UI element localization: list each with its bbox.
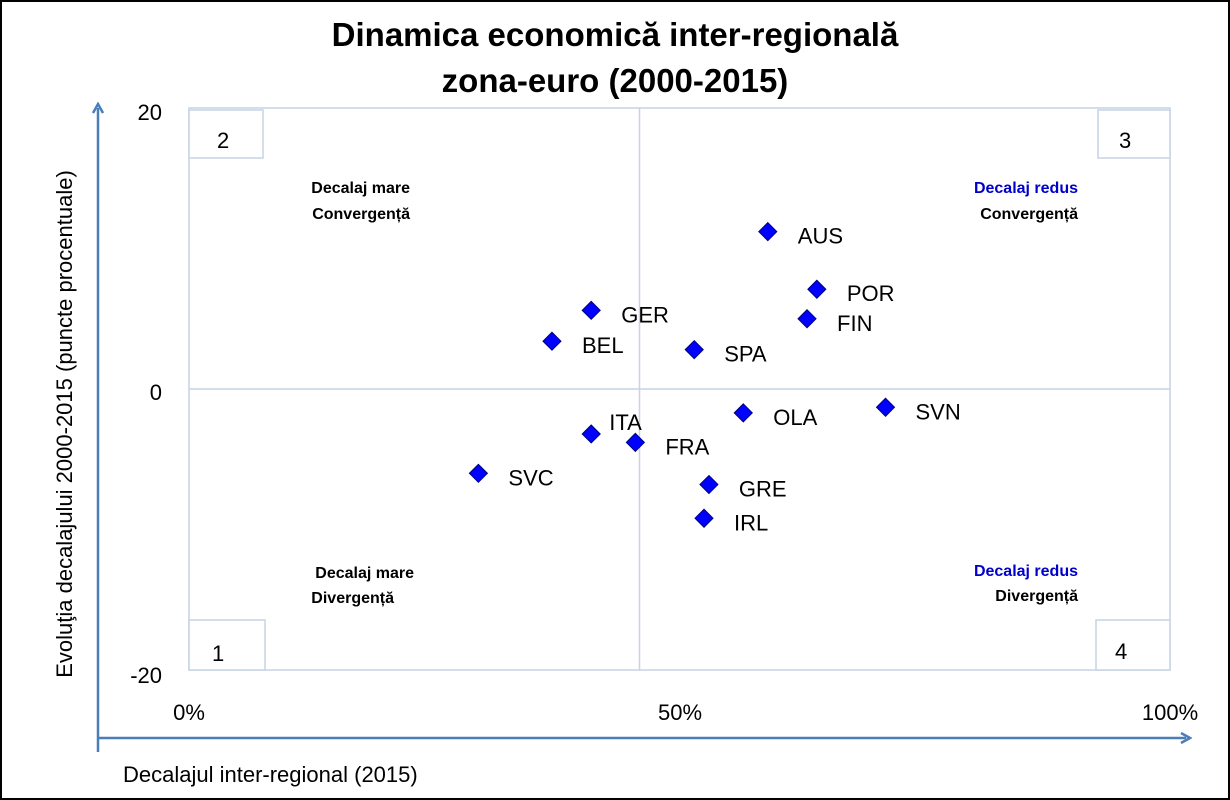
y-tick-label: 20 [138, 100, 162, 125]
point-label: POR [847, 281, 895, 306]
y-axis-title: Evoluţia decalajului 2000-2015 (puncte p… [52, 170, 77, 678]
quadrant-3-line-1: Decalaj redus [974, 180, 1078, 197]
x-tick-label: 50% [658, 700, 702, 725]
quadrant-3-box: 3 [1097, 109, 1171, 159]
quadrant-number: 3 [1119, 128, 1131, 153]
quadrant-number: 4 [1115, 639, 1127, 664]
chart-title-line-1: Dinamica economică inter-regională [332, 16, 899, 53]
quadrant-4-line-1: Decalaj redus [974, 563, 1078, 580]
chart-title-line-2: zona-euro (2000-2015) [442, 62, 789, 99]
data-point-fin [797, 309, 817, 329]
quadrant-1-line-2: Divergență [311, 590, 394, 607]
quadrant-2-line-2: Convergență [312, 206, 410, 223]
point-label: BEL [582, 333, 624, 358]
x-tick-label: 0% [173, 700, 205, 725]
point-label: FRA [665, 434, 709, 459]
data-point-ola [733, 403, 753, 423]
point-label: SPA [724, 342, 767, 367]
point-label: GER [621, 302, 669, 327]
data-point-aus [758, 221, 778, 242]
data-point-svc [468, 463, 489, 484]
quadrant-number: 2 [217, 128, 229, 153]
point-label: GRE [739, 477, 787, 502]
point-label: SVN [916, 399, 961, 424]
point-label: FIN [837, 311, 872, 336]
point-label: SVC [508, 465, 553, 490]
y-tick-label: 0 [150, 380, 162, 405]
point-label: IRL [734, 510, 768, 535]
quadrant-number: 1 [212, 641, 224, 666]
x-axis-title: Decalajul inter-regional (2015) [123, 762, 418, 787]
quadrant-2-box: 2 [188, 109, 264, 159]
data-point-bel [542, 331, 562, 351]
data-point-fra [625, 432, 646, 453]
y-tick-label: -20 [130, 663, 162, 688]
data-point-svn [875, 397, 896, 417]
point-label: OLA [773, 405, 817, 430]
data-point-por [807, 279, 827, 299]
quadrant-1-line-1: Decalaj mare [315, 565, 414, 582]
point-label: ITA [609, 410, 642, 435]
quadrant-1-box: 1 [188, 619, 266, 671]
data-point-ita [581, 424, 601, 444]
data-point-ger [581, 300, 601, 321]
quadrant-3-line-2: Convergență [980, 206, 1078, 223]
data-point-irl [694, 508, 714, 528]
data-points: AUS POR FIN GER BEL SPA OLA SVN ITA FRA SVC GRE IRL [468, 221, 961, 535]
x-tick-label: 100% [1142, 700, 1198, 725]
quadrant-4-box: 4 [1095, 619, 1171, 671]
quadrant-4-line-2: Divergență [995, 588, 1078, 605]
data-point-spa [684, 339, 704, 360]
data-point-gre [699, 474, 719, 495]
quadrant-2-line-1: Decalaj mare [311, 180, 410, 197]
point-label: AUS [798, 224, 843, 249]
